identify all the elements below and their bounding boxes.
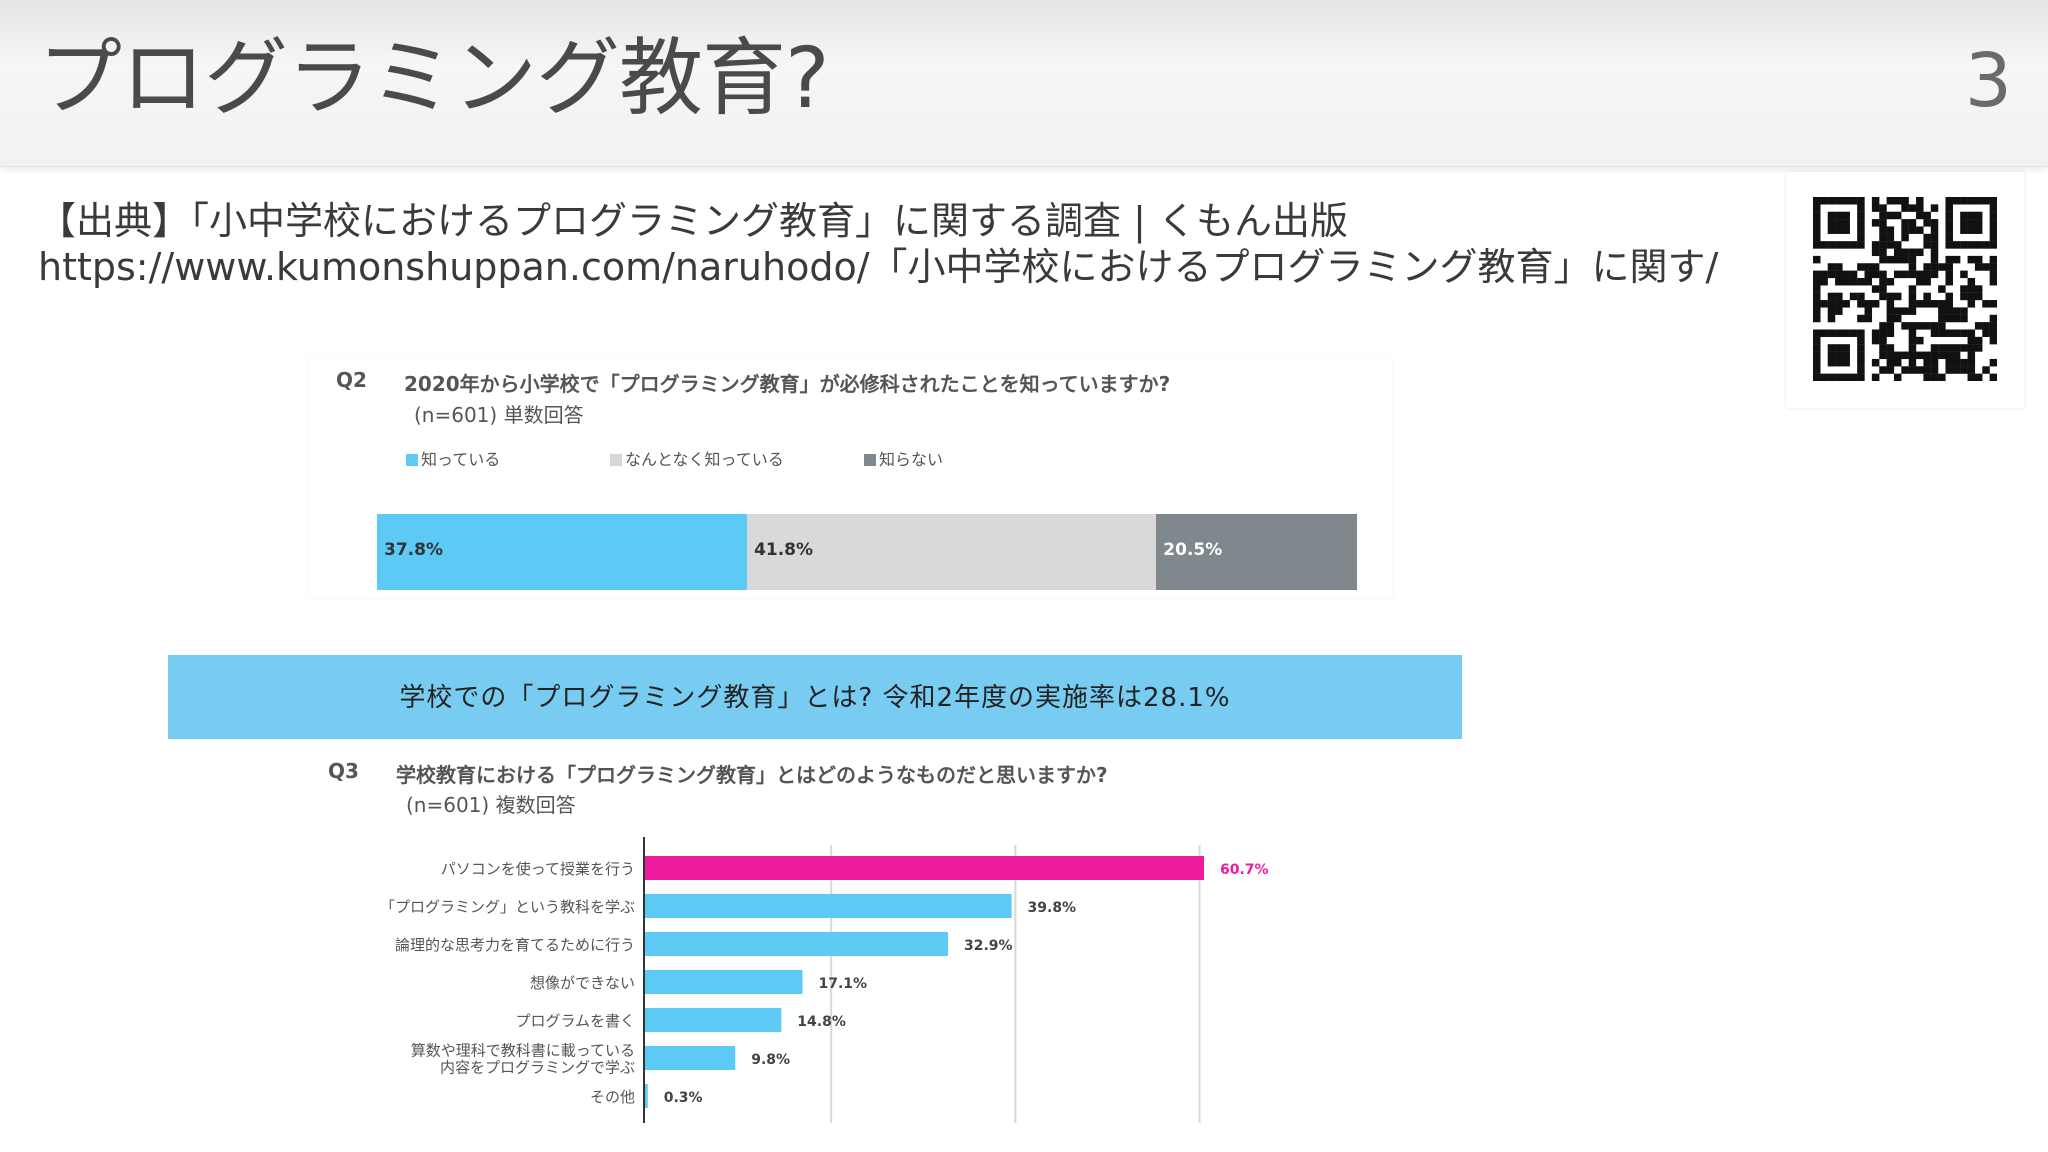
stack-segment-2	[1156, 514, 1357, 590]
bar-6	[645, 1084, 648, 1108]
value-label-5: 9.8%	[751, 1052, 790, 1068]
value-label-1: 39.8%	[1028, 900, 1077, 916]
category-label-3: 想像ができない	[530, 974, 635, 992]
bar-1	[645, 894, 1012, 918]
q3-subtitle: (n=601) 複数回答	[406, 793, 576, 817]
legend-item-know: 知っている	[406, 446, 500, 470]
q3-bar-chart: パソコンを使って授業を行う 60.7% 「プログラミング」という教科を学ぶ 39.8%…	[380, 837, 1269, 1123]
category-label-5-1: 内容をプログラミングで学ぶ	[440, 1059, 635, 1077]
q3-label: Q3	[328, 759, 359, 783]
category-label-5-0: 算数や理科で教科書に載っている	[411, 1042, 635, 1060]
q2-question: 2020年から小学校で「プログラミング教育」が必修科されたことを知っていますか?	[404, 372, 1171, 396]
category-label-0: パソコンを使って授業を行う	[441, 860, 635, 878]
q2-chart: Q2 2020年から小学校で「プログラミング教育」が必修科されたことを知っていま…	[310, 356, 1392, 598]
source-url[interactable]: https://www.kumonshuppan.com/naruhodo/「小…	[38, 245, 1719, 289]
bar-0	[645, 856, 1204, 880]
banner-text: 学校での「プログラミング教育」とは? 令和2年度の実施率は28.1%	[399, 683, 1231, 713]
stack-label-2: 20.5%	[1163, 540, 1223, 560]
q3-question: 学校教育における「プログラミング教育」とはどのようなものだと思いますか?	[396, 763, 1108, 787]
stack-label-1: 41.8%	[754, 540, 814, 560]
category-label-1: 「プログラミング」という教科を学ぶ	[380, 898, 635, 916]
value-label-0: 60.7%	[1220, 862, 1269, 878]
legend-swatch-unknown	[864, 454, 876, 466]
legend-item-unknown: 知らない	[864, 446, 943, 470]
bar-5	[645, 1046, 736, 1070]
legend-swatch-know	[406, 454, 418, 466]
stack-segment-0	[377, 514, 748, 590]
value-label-6: 0.3%	[664, 1090, 703, 1106]
value-label-3: 17.1%	[818, 976, 867, 992]
slide-header: プログラミング教育? 3	[0, 0, 2048, 167]
source-citation: 【出典】「小中学校におけるプログラミング教育」に関する調査 | くもん出版 ht…	[38, 198, 1718, 290]
category-label-6: その他	[590, 1088, 635, 1106]
qr-code-container	[1786, 172, 2024, 408]
slide-title: プログラミング教育?	[38, 29, 830, 127]
q2-label: Q2	[336, 368, 367, 392]
legend-item-somewhat: なんとなく知っている	[610, 446, 784, 470]
value-label-4: 14.8%	[797, 1014, 846, 1030]
stack-label-0: 37.8%	[384, 540, 443, 560]
q3-chart: Q3 学校教育における「プログラミング教育」とはどのようなものだと思いますか? …	[160, 745, 1468, 1130]
bar-3	[645, 970, 803, 994]
value-label-2: 32.9%	[964, 938, 1013, 954]
qr-code-icon	[1813, 197, 1997, 381]
q2-subtitle: (n=601) 単数回答	[414, 403, 584, 427]
page-number: 3	[1964, 38, 2012, 124]
bar-4	[645, 1008, 782, 1032]
stack-segment-1	[747, 514, 1157, 590]
category-label-4: プログラムを書く	[515, 1012, 635, 1030]
bar-2	[645, 932, 948, 956]
banner: 学校での「プログラミング教育」とは? 令和2年度の実施率は28.1%	[168, 655, 1462, 739]
category-label-2: 論理的な思考力を育てるために行う	[395, 936, 635, 954]
legend-swatch-somewhat	[610, 454, 622, 466]
source-title: 【出典】「小中学校におけるプログラミング教育」に関する調査 | くもん出版	[38, 199, 1348, 243]
